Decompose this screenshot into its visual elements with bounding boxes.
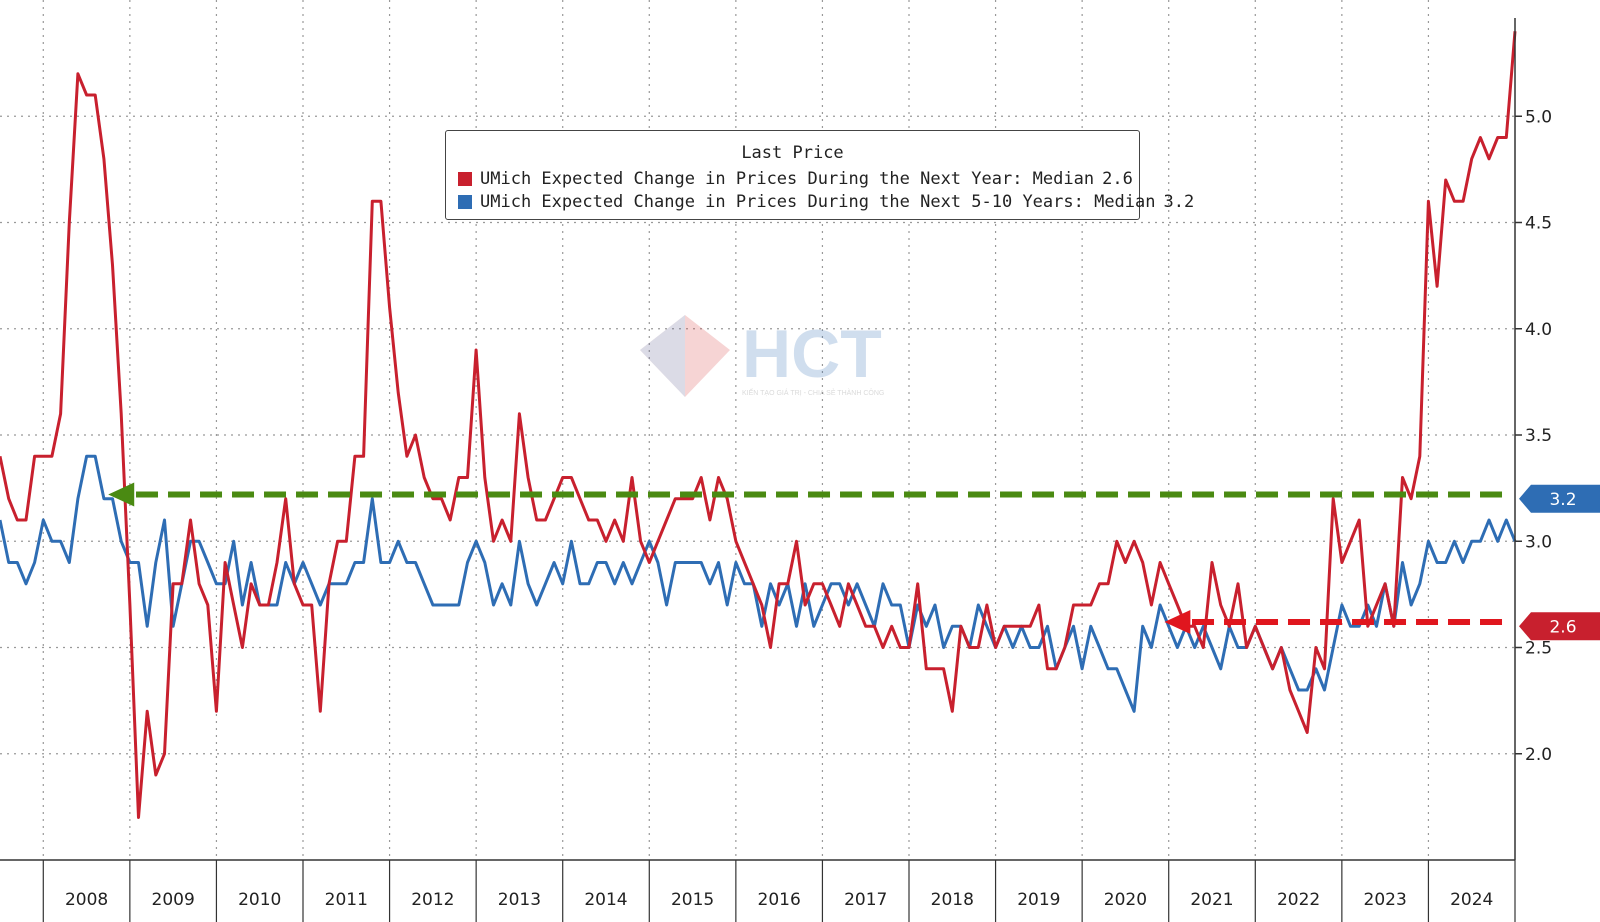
badge-label: 2.6 [1549,617,1576,637]
x-tick-label: 2011 [325,890,368,910]
legend-series-value: 2.6 [1102,169,1133,189]
series-line-next-year [0,31,1517,819]
reference-arrow-head [108,482,135,507]
y-tick-label: 2.0 [1525,745,1552,765]
x-tick-label: 2012 [411,890,454,910]
y-tick-label: 4.5 [1525,214,1552,234]
legend-series-name: UMich Expected Change in Prices During t… [480,192,1156,212]
badge-shape [1519,484,1600,513]
badge-shape [1519,612,1600,641]
x-tick-label: 2020 [1104,890,1147,910]
y-tick-label: 4.0 [1525,320,1552,340]
reference-arrows [108,482,1503,634]
legend-series-value: 3.2 [1163,192,1195,212]
grid-lines [0,0,1515,860]
x-tick-label: 2022 [1277,890,1320,910]
x-tick-label: 2021 [1190,890,1233,910]
x-tick-label: 2019 [1017,890,1060,910]
legend-swatch-blue [458,195,472,209]
badge-label: 3.2 [1549,490,1576,510]
x-axis: 2008 2009 2010 2011 2012 2013 2014 2015 2016 2017… [0,859,1516,922]
legend-entry-5-10-years: UMich Expected Change in Prices During t… [458,191,1194,213]
y-tick-label: 5.0 [1525,107,1552,127]
x-tick-label: 2009 [152,890,195,910]
legend: Last Price UMich Expected Change in Pric… [445,130,1194,220]
last-value-badge: 3.2 [1519,484,1600,513]
y-axis: 2.0 2.5 3.0 3.5 4.0 4.5 5.0 [1514,18,1552,860]
x-tick-label: 2018 [931,890,974,910]
watermark-logo: HCT KIẾN TẠO GIÁ TRỊ - CHIA SẺ THÀNH CÔN… [630,315,940,405]
x-tick-label: 2013 [498,890,541,910]
x-tick-label: 2024 [1450,890,1493,910]
legend-title: Last Price [741,143,844,163]
x-tick-label: 2016 [758,890,801,910]
last-value-badge: 2.6 [1519,612,1600,641]
legend-swatch-red [458,172,472,186]
y-tick-label: 3.0 [1525,532,1552,552]
x-tick-label: 2008 [65,890,108,910]
last-value-badges: 2.6 3.2 [1519,484,1600,641]
series-layer [0,31,1517,819]
x-tick-label: 2023 [1364,890,1407,910]
legend-entry-next-year: UMich Expected Change in Prices During t… [458,168,1133,190]
x-tick-label: 2017 [844,890,887,910]
x-tick-label: 2010 [238,890,281,910]
x-tick-label: 2015 [671,890,714,910]
legend-series-name: UMich Expected Change in Prices During t… [480,169,1095,189]
diamond-logo-icon: HCT KIẾN TẠO GIÁ TRỊ - CHIA SẺ THÀNH CÔN… [640,315,884,397]
watermark-text: HCT [742,316,882,392]
x-tick-label: 2014 [584,890,627,910]
y-tick-label: 3.5 [1525,426,1552,446]
watermark-tagline: KIẾN TẠO GIÁ TRỊ - CHIA SẺ THÀNH CÔNG [742,387,884,397]
reference-arrow-head [1164,610,1191,634]
y-tick-label: 2.5 [1525,639,1552,659]
